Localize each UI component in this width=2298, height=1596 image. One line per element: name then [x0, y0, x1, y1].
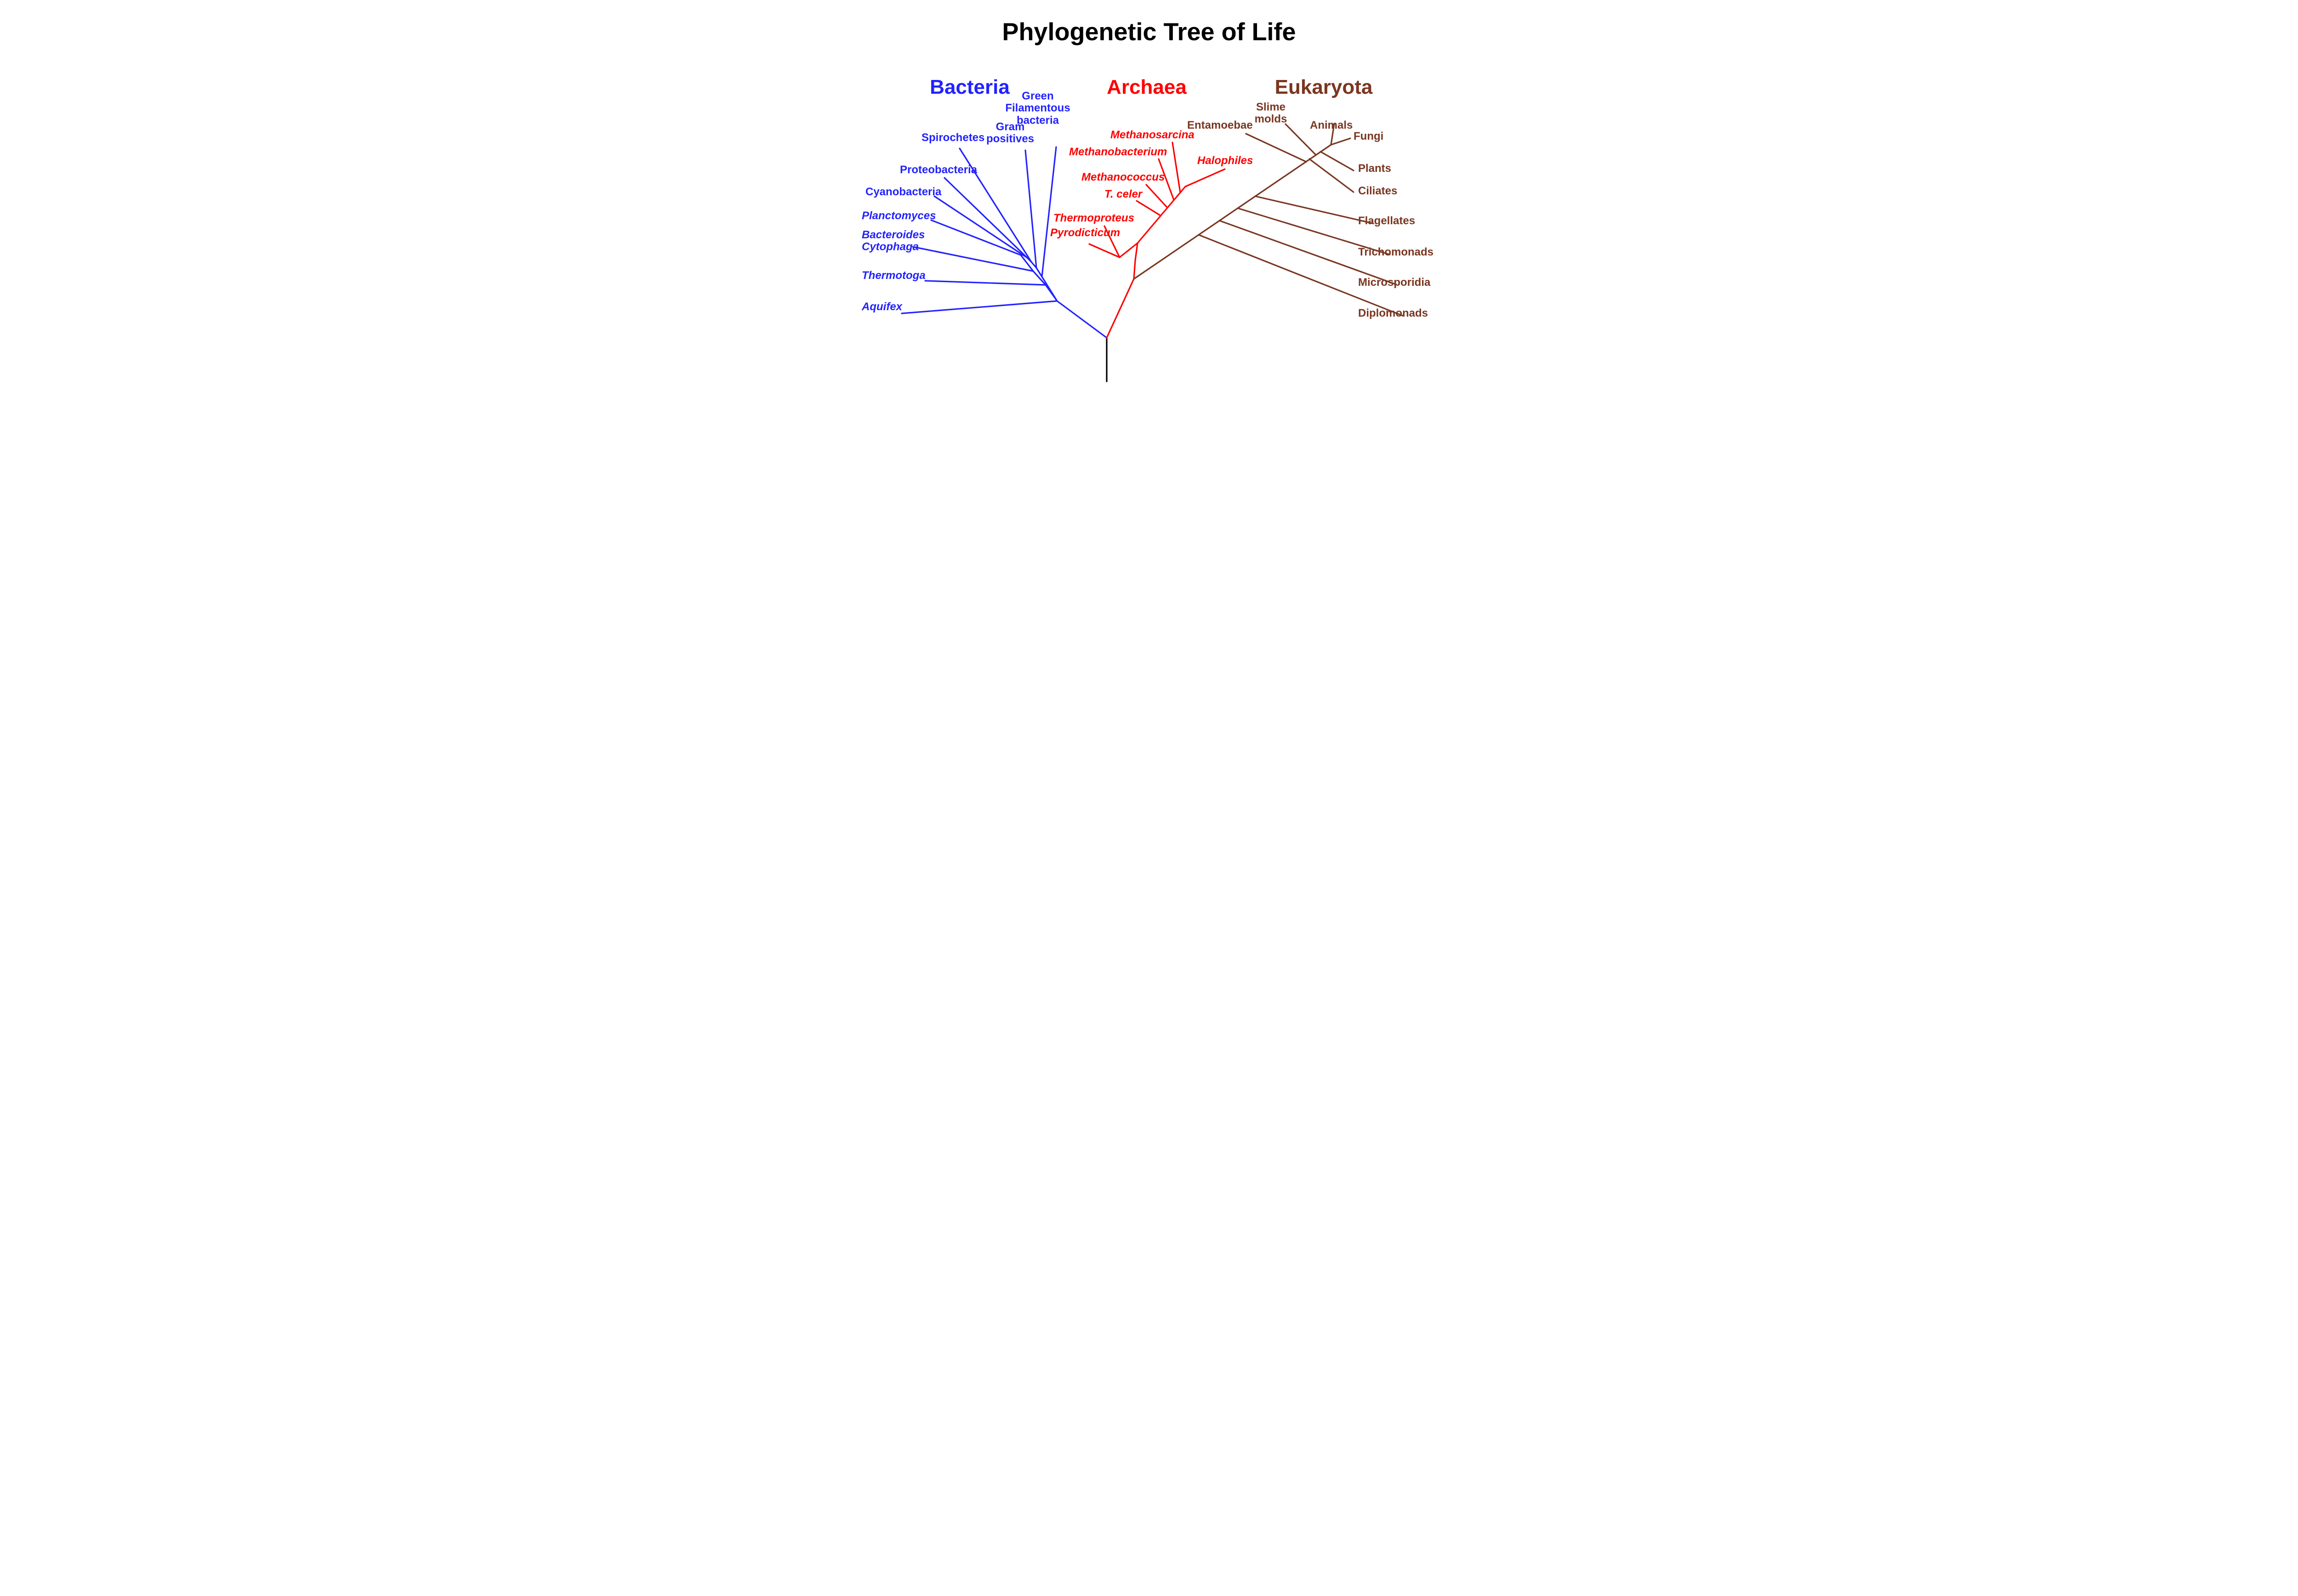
taxon-label-entamoebae: Entamoebae: [1187, 119, 1253, 131]
taxon-label-methanobacterium: Methanobacterium: [1069, 146, 1167, 158]
taxon-label-thermotoga: Thermotoga: [862, 270, 926, 282]
taxon-label-t-celer: T. celer: [1104, 188, 1142, 200]
domain-header-bacteria: Bacteria: [930, 76, 1010, 98]
taxon-label-aquifex: Aquifex: [862, 301, 902, 313]
phylogenetic-tree-diagram: Phylogenetic Tree of Life BacteriaGreen …: [855, 0, 1443, 398]
taxon-label-diplomonads: Diplomonads: [1358, 307, 1428, 319]
taxon-label-plants: Plants: [1358, 163, 1391, 175]
taxon-label-methanosarcina: Methanosarcina: [1110, 129, 1195, 141]
domain-header-archaea: Archaea: [1107, 76, 1187, 98]
taxon-label-ciliates: Ciliates: [1358, 185, 1397, 197]
taxon-label-flagellates: Flagellates: [1358, 215, 1415, 227]
taxon-label-proteobacteria: Proteobacteria: [900, 164, 977, 176]
taxon-label-planctomyces: Planctomyces: [862, 210, 936, 222]
taxon-label-pyrodicticum: Pyrodicticum: [1050, 227, 1120, 239]
taxon-label-thermoproteus: Thermoproteus: [1053, 212, 1134, 224]
taxon-label-slime-molds: Slime molds: [1255, 102, 1287, 126]
taxon-label-animals: Animals: [1310, 119, 1353, 131]
domain-header-eukaryota: Eukaryota: [1275, 76, 1373, 98]
taxon-label-halophiles: Halophiles: [1197, 155, 1253, 167]
tree-svg-canvas: [855, 0, 1443, 398]
taxon-label-trichomonads: Trichomonads: [1358, 246, 1433, 258]
taxon-label-methanococcus: Methanococcus: [1081, 171, 1165, 183]
taxon-label-fungi: Fungi: [1354, 131, 1383, 142]
diagram-title: Phylogenetic Tree of Life: [1002, 18, 1296, 45]
taxon-label-bacteroides-cytophaga: Bacteroides Cytophaga: [862, 229, 925, 254]
taxon-label-spirochetes: Spirochetes: [921, 132, 984, 144]
taxon-label-gram-positives: Gram positives: [986, 121, 1034, 146]
taxon-label-microsporidia: Microsporidia: [1358, 277, 1430, 289]
taxon-label-cyanobacteria: Cyanobacteria: [865, 186, 941, 198]
